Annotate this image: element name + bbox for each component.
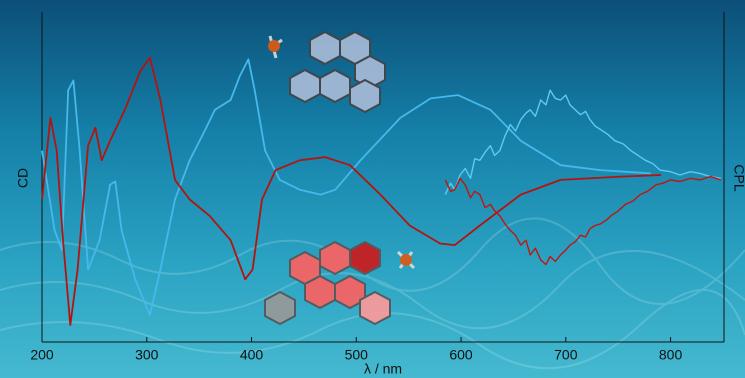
y-axis-title: CD [15,168,31,188]
x-axis-title: λ / nm [364,361,402,377]
x-tick-label: 800 [659,347,683,363]
chart: CD CPL λ / nm 200 300 400 500 600 700 800 [0,0,745,378]
x-tick-label: 600 [449,347,473,363]
x-tick-label: 400 [240,347,264,363]
x-tick-label: 700 [554,347,578,363]
x-tick-label: 300 [135,347,159,363]
y2-axis-title: CPL [731,164,745,191]
x-tick-label: 200 [30,347,54,363]
x-tick-label: 500 [345,347,369,363]
